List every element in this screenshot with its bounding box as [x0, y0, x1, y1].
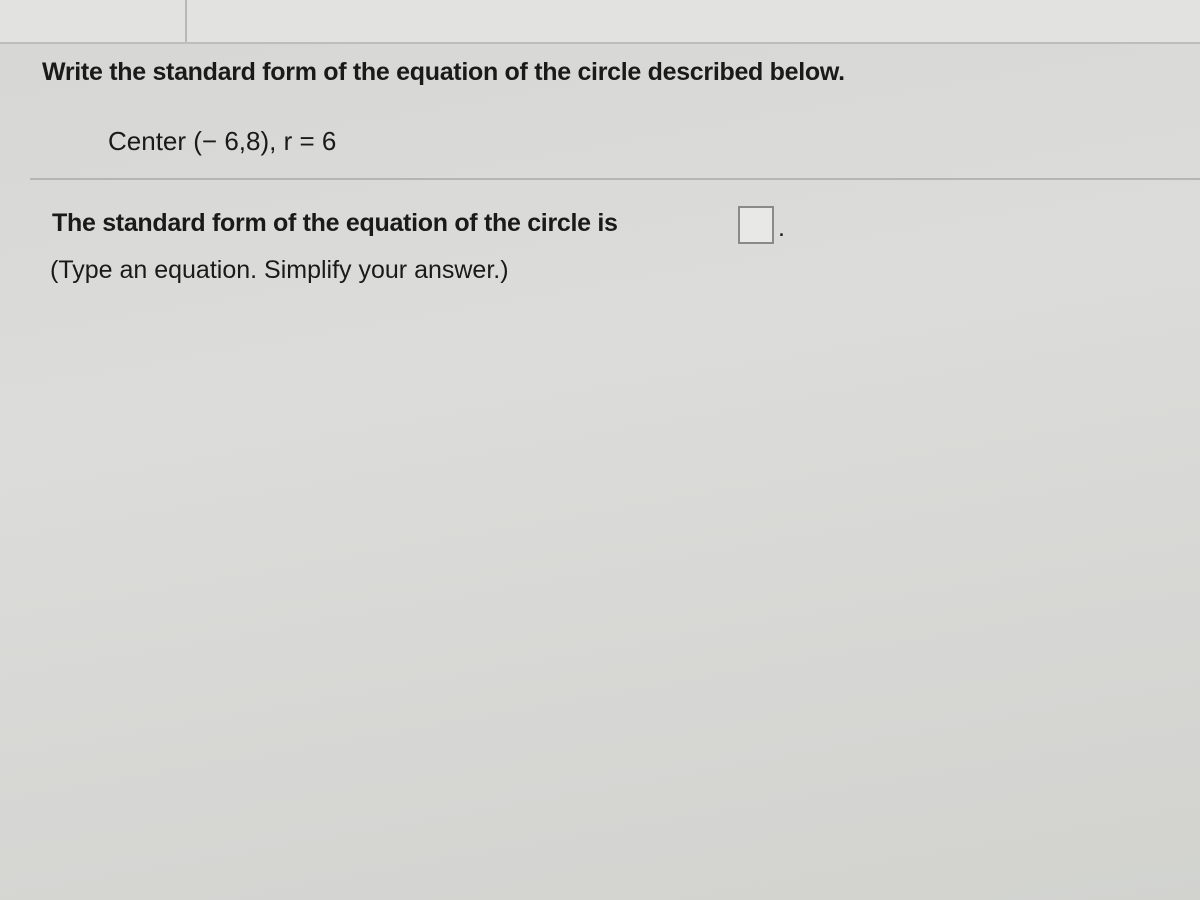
- tab-divider: [185, 0, 187, 42]
- answer-prompt: The standard form of the equation of the…: [52, 209, 618, 237]
- top-bar: [0, 0, 1200, 44]
- given: Center (− 6,8), r = 6: [108, 126, 337, 156]
- hint: (Type an equation. Simplify your answer.…: [50, 256, 509, 284]
- answer-input[interactable]: [738, 206, 774, 244]
- separator: [30, 178, 1200, 180]
- instruction: Write the standard form of the equation …: [42, 58, 845, 86]
- answer-suffix: .: [778, 214, 785, 242]
